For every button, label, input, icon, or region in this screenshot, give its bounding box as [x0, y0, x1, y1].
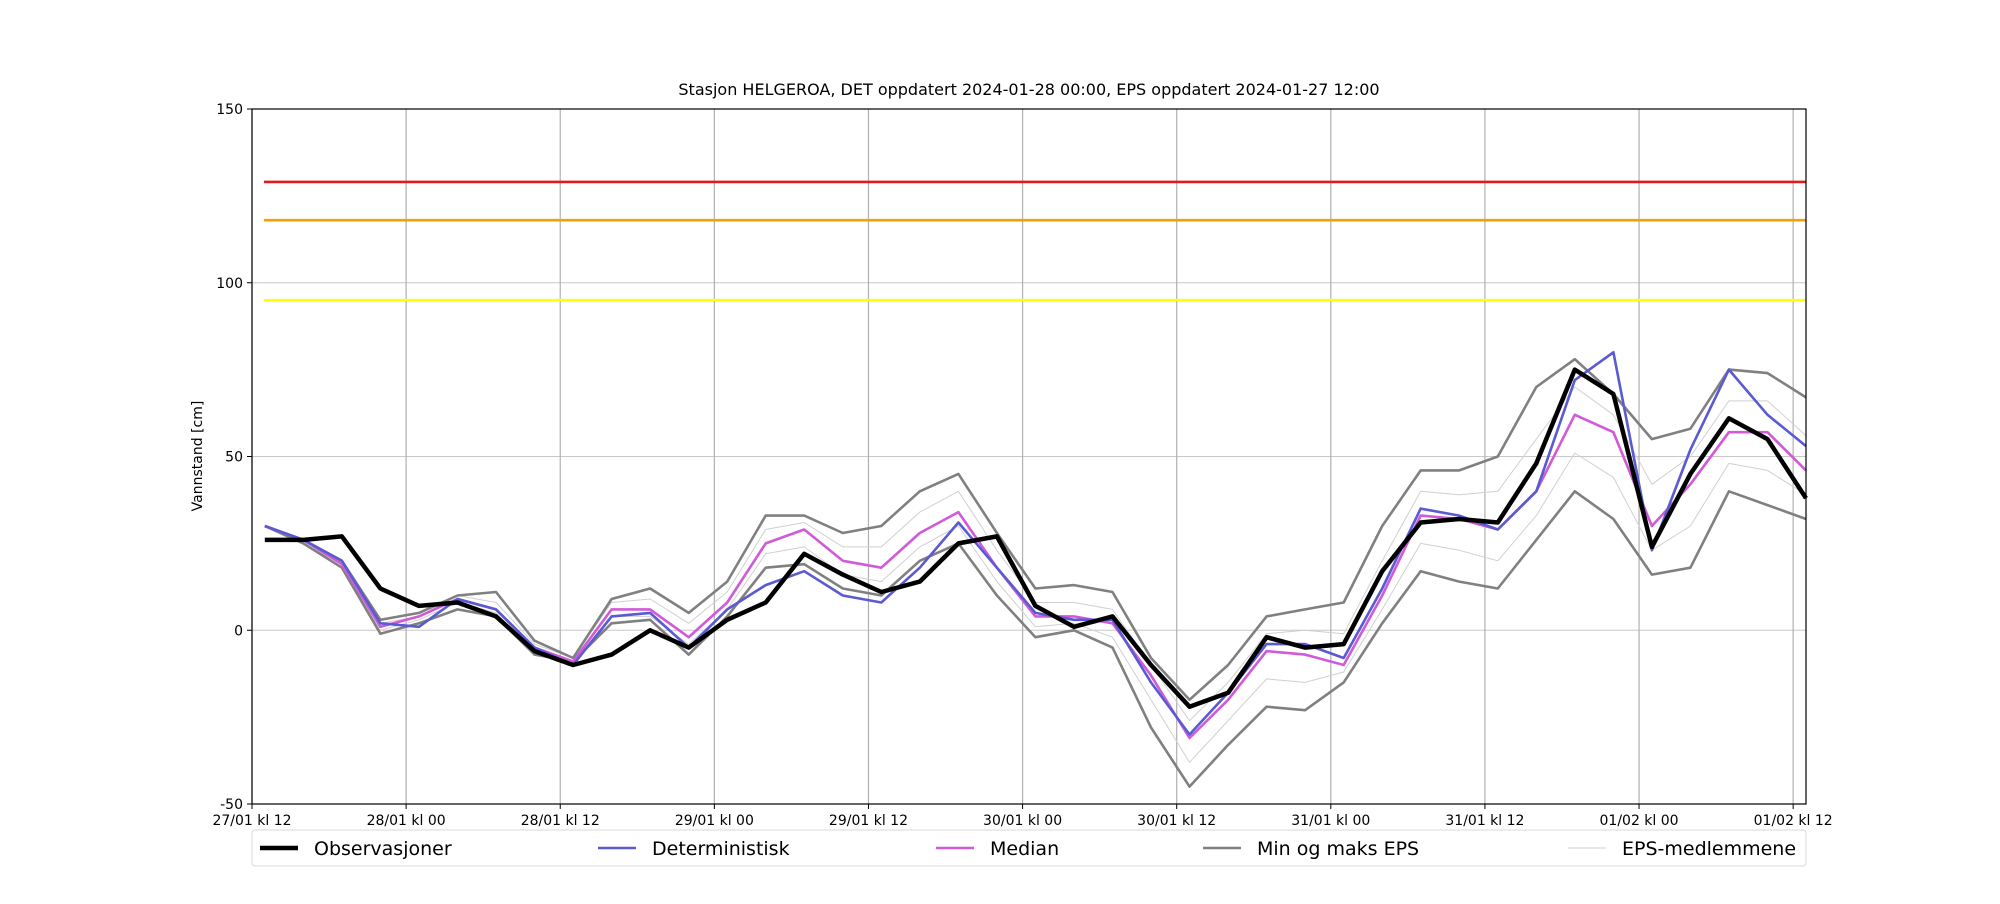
legend-label: Median: [990, 838, 1059, 860]
series-line: [264, 367, 1808, 709]
x-tick-label: 28/01 kl 12: [521, 813, 600, 829]
x-tick-label: 30/01 kl 12: [1137, 813, 1216, 829]
x-tick-label: 31/01 kl 00: [1291, 813, 1370, 829]
legend-label: Min og maks EPS: [1257, 838, 1419, 860]
eps-max-line: [264, 357, 1807, 702]
eps-member-line: [264, 386, 1807, 722]
series-line: [264, 413, 1807, 740]
plot-frame: [251, 108, 1807, 805]
legend-label: EPS-medlemmene: [1622, 838, 1796, 860]
x-tick-label: 29/01 kl 00: [675, 813, 754, 829]
eps-min-line: [264, 490, 1807, 788]
legend-box: [251, 829, 1807, 867]
x-tick-label: 01/02 kl 00: [1600, 813, 1679, 829]
y-tick-label: 100: [216, 276, 243, 292]
series-line: [264, 351, 1807, 736]
chart-title: Stasjon HELGEROA, DET oppdatert 2024-01-…: [678, 80, 1379, 99]
y-tick-label: 50: [225, 450, 243, 466]
x-tick-label: 27/01 kl 12: [212, 813, 291, 829]
y-tick-label: 150: [216, 102, 243, 118]
x-tick-label: 28/01 kl 00: [367, 813, 446, 829]
legend-label: Observasjoner: [314, 838, 452, 860]
y-tick-label: -50: [220, 797, 243, 813]
legend-label: Deterministisk: [652, 838, 790, 860]
y-axis-label: Vannstand [cm]: [190, 401, 206, 512]
x-tick-label: 01/02 kl 12: [1754, 813, 1833, 829]
x-tick-label: 31/01 kl 12: [1445, 813, 1524, 829]
x-tick-label: 30/01 kl 00: [983, 813, 1062, 829]
x-tick-label: 29/01 kl 12: [829, 813, 908, 829]
y-tick-label: 0: [234, 623, 243, 639]
